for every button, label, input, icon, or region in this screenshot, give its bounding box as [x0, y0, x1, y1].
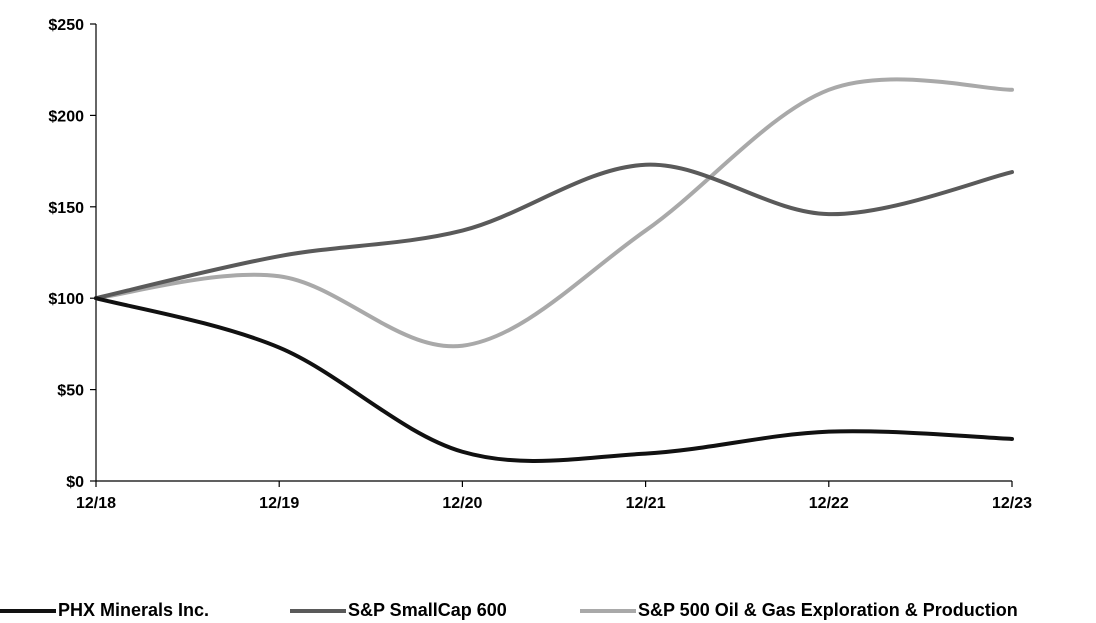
- y-tick-label: $250: [48, 17, 84, 34]
- y-tick-label: $50: [57, 383, 84, 400]
- y-axis: $0 $50 $100 $150 $200 $250: [48, 17, 97, 491]
- legend: PHX Minerals Inc. S&P SmallCap 600 S&P 5…: [0, 600, 1096, 623]
- series-lines: [94, 77, 1014, 463]
- legend-swatch-smallcap: [290, 608, 346, 613]
- x-axis: 12/18 12/19 12/20 12/21 12/22 12/23: [76, 480, 1032, 512]
- x-tick-label: 12/20: [442, 495, 482, 512]
- line-chart: $0$50$100$150$200$250 12/18 12/19 12/20 12/…: [48, 17, 1032, 512]
- y-tick-label: $150: [48, 200, 84, 217]
- x-tick-label: 12/23: [992, 495, 1032, 512]
- y-tick-label: $200: [48, 108, 84, 125]
- x-tick-label: 12/18: [76, 495, 116, 512]
- legend-label-phx: PHX Minerals Inc.: [58, 600, 210, 620]
- series-line-phx: [94, 296, 1014, 463]
- legend-item-phx: PHX Minerals Inc.: [0, 600, 209, 621]
- x-tick-label: 12/22: [809, 495, 849, 512]
- y-tick-label: $100: [48, 291, 84, 308]
- y-tick-label: $0: [66, 474, 84, 491]
- legend-label-smallcap: S&P SmallCap 600: [348, 600, 507, 620]
- legend-label-oilgas: S&P 500 Oil & Gas Exploration & Producti…: [638, 600, 1018, 620]
- series-line-oilgas: [94, 77, 1014, 349]
- legend-item-oilgas: S&P 500 Oil & Gas Exploration & Producti…: [580, 600, 1018, 621]
- legend-item-smallcap: S&P SmallCap 600: [290, 600, 507, 621]
- legend-swatch-phx: [0, 608, 56, 613]
- series-line-smallcap: [94, 162, 1014, 301]
- legend-swatch-oilgas: [580, 608, 636, 613]
- x-tick-label: 12/19: [259, 495, 299, 512]
- x-tick-label: 12/21: [626, 495, 666, 512]
